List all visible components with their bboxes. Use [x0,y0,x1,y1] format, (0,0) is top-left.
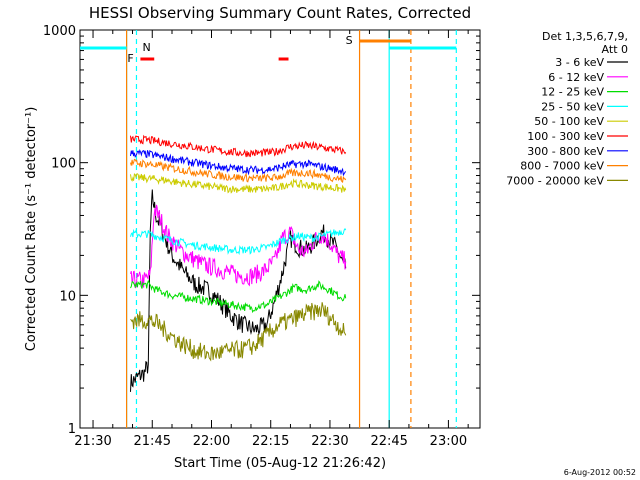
series-line-8 [130,302,347,362]
legend-label: 12 - 25 keV [541,86,604,99]
legend-label: 7000 - 20000 keV [506,174,604,187]
series-line-4 [130,173,347,194]
chart-title: HESSI Observing Summary Count Rates, Cor… [89,4,471,22]
saa-label: S [346,34,353,47]
legend-subtitle: Att 0 [602,43,628,56]
x-tick-label: 22:00 [193,434,230,449]
y-axis-label: Corrected Count Rate (s⁻¹ detector⁻¹) [24,107,39,352]
x-tick-label: 22:45 [370,434,407,449]
x-tick-label: 23:00 [430,434,467,449]
legend-label: 25 - 50 keV [541,100,604,113]
legend-label: 3 - 6 keV [555,56,604,69]
y-tick-label: 100 [51,157,76,172]
legend-label: 6 - 12 keV [548,71,604,84]
legend-label: 800 - 7000 keV [520,160,604,173]
legend-label: 100 - 300 keV [527,130,604,143]
axis-layer: 21:30 21:45 22:00 22:15 22:30 22:45 23:00 1 10 10… [43,24,480,449]
series-line-0 [130,189,347,392]
flare-label: F [127,52,133,65]
x-axis-label: Start Time (05-Aug-12 21:26:42) [174,456,386,471]
legend-title: Det 1,3,5,6,7,9, [542,30,628,43]
legend-label: 300 - 800 keV [527,145,604,158]
y-tick-label: 10 [59,289,76,304]
series-line-3 [130,227,347,256]
series-layer [130,134,347,392]
legend-label: 50 - 100 keV [534,115,604,128]
y-tick-label: 1 [68,422,76,437]
annotation-layer: N S F [80,30,457,428]
series-line-7 [130,158,347,184]
date-stamp: 6-Aug-2012 00:52 [564,468,636,477]
legend: Det 1,3,5,6,7,9, Att 0 3 - 6 keV 6 - 12 k… [506,30,628,187]
y-tick-label: 1000 [43,24,76,39]
series-line-2 [130,279,347,314]
plot-frame [79,29,481,429]
series-line-6 [130,149,347,177]
x-tick-label: 22:15 [252,434,289,449]
x-tick-label: 21:45 [134,434,171,449]
night-label: N [142,41,150,54]
series-line-5 [130,134,347,158]
series-line-1 [130,204,347,289]
x-tick-label: 21:30 [74,434,111,449]
x-tick-label: 22:30 [311,434,348,449]
